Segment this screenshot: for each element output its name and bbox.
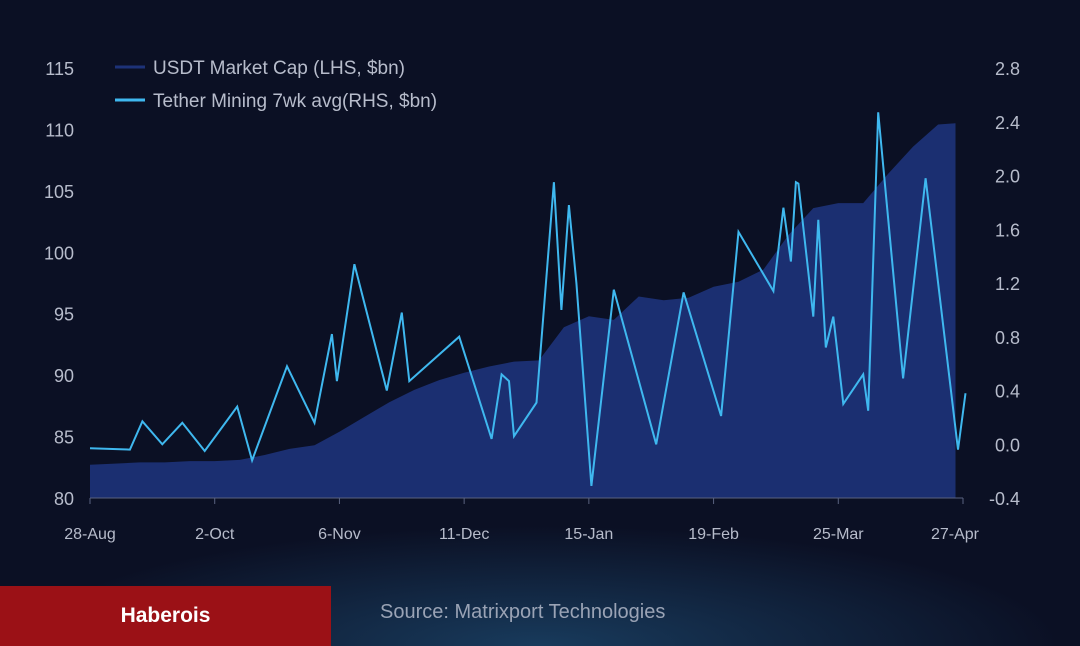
x-tick-label: 2-Oct [195, 526, 235, 543]
right-axis: -0.4 0.0 0.4 0.8 1.2 1.6 2.0 2.4 2.8 [989, 59, 1020, 509]
left-tick-label: 90 [54, 366, 74, 386]
x-tick-label: 25-Mar [813, 526, 864, 543]
left-tick-label: 105 [44, 182, 74, 202]
right-tick-label: 0.8 [995, 328, 1020, 348]
left-tick-label: 100 [44, 243, 74, 263]
legend-label-mining: Tether Mining 7wk avg(RHS, $bn) [153, 91, 437, 112]
market-cap-area [90, 123, 956, 499]
left-tick-label: 115 [45, 59, 74, 79]
brand-name: Haberois [120, 604, 211, 627]
source-note: Source: Matrixport Technologies [380, 601, 666, 623]
right-tick-label: 2.0 [995, 167, 1020, 187]
left-tick-label: 85 [54, 428, 74, 448]
right-tick-label: 0.0 [995, 435, 1020, 455]
right-tick-label: 1.2 [995, 274, 1020, 294]
right-tick-label: 1.6 [995, 220, 1020, 240]
right-tick-label: 2.4 [995, 113, 1020, 133]
x-tick-label: 6-Nov [318, 526, 361, 543]
right-tick-label: -0.4 [989, 489, 1020, 509]
x-tick-label: 27-Apr [931, 526, 980, 543]
brand-banner: Haberois [0, 586, 331, 646]
chart: 80 85 90 95 100 105 110 115 -0.4 0.0 0.4 0.8 1.2 1.6… [44, 58, 1020, 543]
right-tick-label: 2.8 [995, 59, 1020, 79]
x-tick-label: 11-Dec [439, 526, 489, 543]
x-tick-label: 15-Jan [564, 526, 613, 543]
mining-line [89, 112, 967, 487]
footer: Haberois Source: Matrixport Technologies [0, 586, 1080, 646]
right-tick-label: 0.4 [995, 382, 1020, 402]
left-tick-label: 110 [45, 120, 74, 140]
left-tick-label: 95 [54, 305, 74, 325]
x-tick-label: 28-Aug [64, 526, 116, 543]
legend: USDT Market Cap (LHS, $bn) Tether Mining… [115, 58, 437, 112]
legend-label-market-cap: USDT Market Cap (LHS, $bn) [153, 58, 405, 79]
left-tick-label: 80 [54, 489, 74, 509]
x-axis: 28-Aug 2-Oct 6-Nov 11-Dec 15-Jan 19-Feb 25-Mar… [64, 498, 980, 543]
x-tick-label: 19-Feb [688, 526, 739, 543]
left-axis: 80 85 90 95 100 105 110 115 [44, 59, 74, 509]
